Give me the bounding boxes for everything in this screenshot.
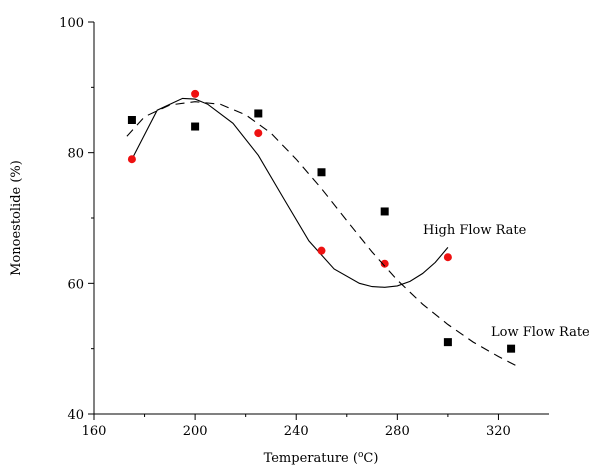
x-tick-label: 280 bbox=[385, 424, 410, 439]
axes bbox=[93, 22, 549, 415]
x-tick-label: 320 bbox=[486, 424, 511, 439]
series-0-point bbox=[317, 246, 326, 255]
x-axis-title: Temperature (oC) bbox=[264, 450, 379, 466]
series-1-point bbox=[507, 344, 516, 353]
series-0-fit-line bbox=[131, 97, 449, 288]
y-tick-label: 100 bbox=[59, 16, 84, 31]
x-tick-label: 200 bbox=[183, 424, 208, 439]
series-1-point bbox=[380, 207, 389, 216]
series-0-point bbox=[443, 253, 452, 262]
annotation-high-flow-rate: High Flow Rate bbox=[423, 223, 527, 238]
annotation-low-flow-rate: Low Flow Rate bbox=[491, 325, 590, 340]
y-tick-label: 80 bbox=[67, 147, 84, 162]
y-tick-label: 60 bbox=[67, 277, 84, 292]
series-0-point bbox=[127, 155, 136, 164]
series-1-point bbox=[127, 116, 136, 124]
series-1-point bbox=[317, 168, 326, 177]
x-tick-label: 240 bbox=[284, 424, 309, 439]
y-tick-label: 40 bbox=[67, 408, 84, 423]
x-tick-label: 160 bbox=[82, 424, 107, 439]
y-axis-title: Monoestolide (%) bbox=[9, 160, 24, 276]
plot-area bbox=[126, 89, 519, 368]
series-0-point bbox=[254, 129, 263, 138]
series-0-point bbox=[191, 89, 200, 98]
series-1-point bbox=[254, 109, 263, 118]
labels: Temperature (oC) Monoestolide (%) High F… bbox=[9, 160, 590, 466]
series-1-point bbox=[191, 122, 200, 131]
series-0-point bbox=[380, 259, 389, 268]
series-1-point bbox=[443, 338, 452, 347]
series-1-fit-line bbox=[126, 101, 519, 368]
ticks: 160 200 240 280 320 40 60 80 100 bbox=[59, 16, 511, 439]
